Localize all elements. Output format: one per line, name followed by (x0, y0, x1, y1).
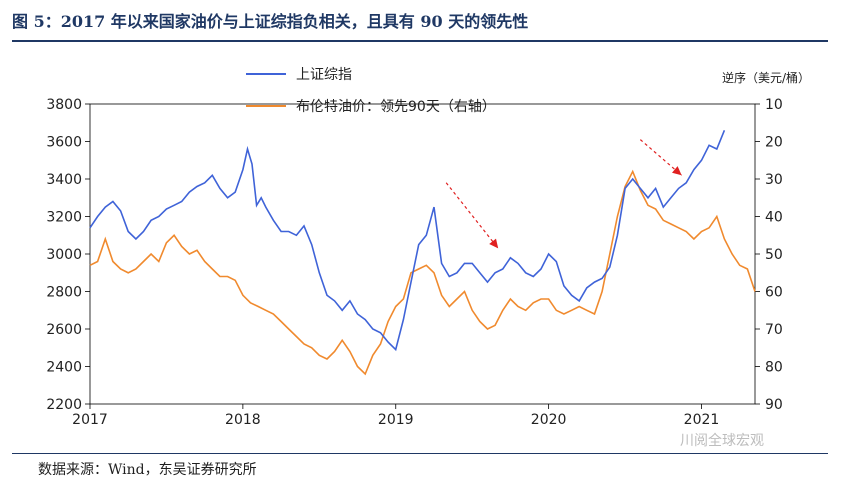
left-tick-label: 3000 (46, 247, 82, 263)
x-tick-label: 2017 (72, 412, 108, 428)
left-tick-label: 3600 (46, 135, 82, 151)
right-tick-label: 30 (765, 172, 783, 188)
right-tick-label: 80 (765, 360, 783, 376)
right-tick-label: 90 (765, 397, 783, 413)
right-tick-label: 60 (765, 285, 783, 301)
series-line-brent (89, 169, 756, 376)
title-rule (12, 40, 828, 42)
x-axis: 2017 2018 2019 2020 2021 (72, 404, 719, 428)
right-axis: 10 20 30 40 50 60 70 80 90 (755, 97, 783, 413)
legend-label-brent: 布伦特油价：领先90天（右轴） (296, 99, 496, 115)
left-tick-label: 2200 (46, 397, 82, 413)
x-tick-label: 2020 (531, 412, 567, 428)
left-tick-label: 3800 (46, 97, 82, 113)
legend-label-shanghai: 上证综指 (296, 67, 352, 83)
right-axis-label: 逆序（美元/桶） (722, 70, 810, 85)
x-tick-label: 2019 (378, 412, 414, 428)
left-tick-label: 3400 (46, 172, 82, 188)
right-tick-label: 20 (765, 135, 783, 151)
annotation-arrow-head (672, 166, 682, 176)
right-tick-label: 70 (765, 322, 783, 338)
left-tick-label: 3200 (46, 210, 82, 226)
source-note: 数据来源：Wind，东吴证券研究所 (38, 462, 257, 478)
annotation-arrow-head (489, 238, 499, 249)
left-tick-label: 2600 (46, 322, 82, 338)
left-axis: 2200 2400 2600 2800 3000 3200 3400 3600 3800 (46, 97, 90, 413)
x-tick-label: 2018 (225, 412, 261, 428)
right-tick-label: 10 (765, 97, 783, 113)
x-tick-label: 2021 (684, 412, 720, 428)
figure-title: 图 5：2017 年以来国家油价与上证综指负相关，且具有 90 天的领先性 (12, 12, 529, 31)
right-tick-label: 50 (765, 247, 783, 263)
left-tick-label: 2800 (46, 285, 82, 301)
source-rule (12, 453, 828, 454)
annotation-arrow-line (445, 182, 499, 249)
series-line-shanghai (89, 129, 726, 352)
right-tick-label: 40 (765, 210, 783, 226)
watermark: 川阅全球宏观 (680, 433, 764, 449)
left-tick-label: 2400 (46, 360, 82, 376)
annotations (445, 139, 683, 249)
legend: 上证综指 布伦特油价：领先90天（右轴） (246, 67, 496, 115)
